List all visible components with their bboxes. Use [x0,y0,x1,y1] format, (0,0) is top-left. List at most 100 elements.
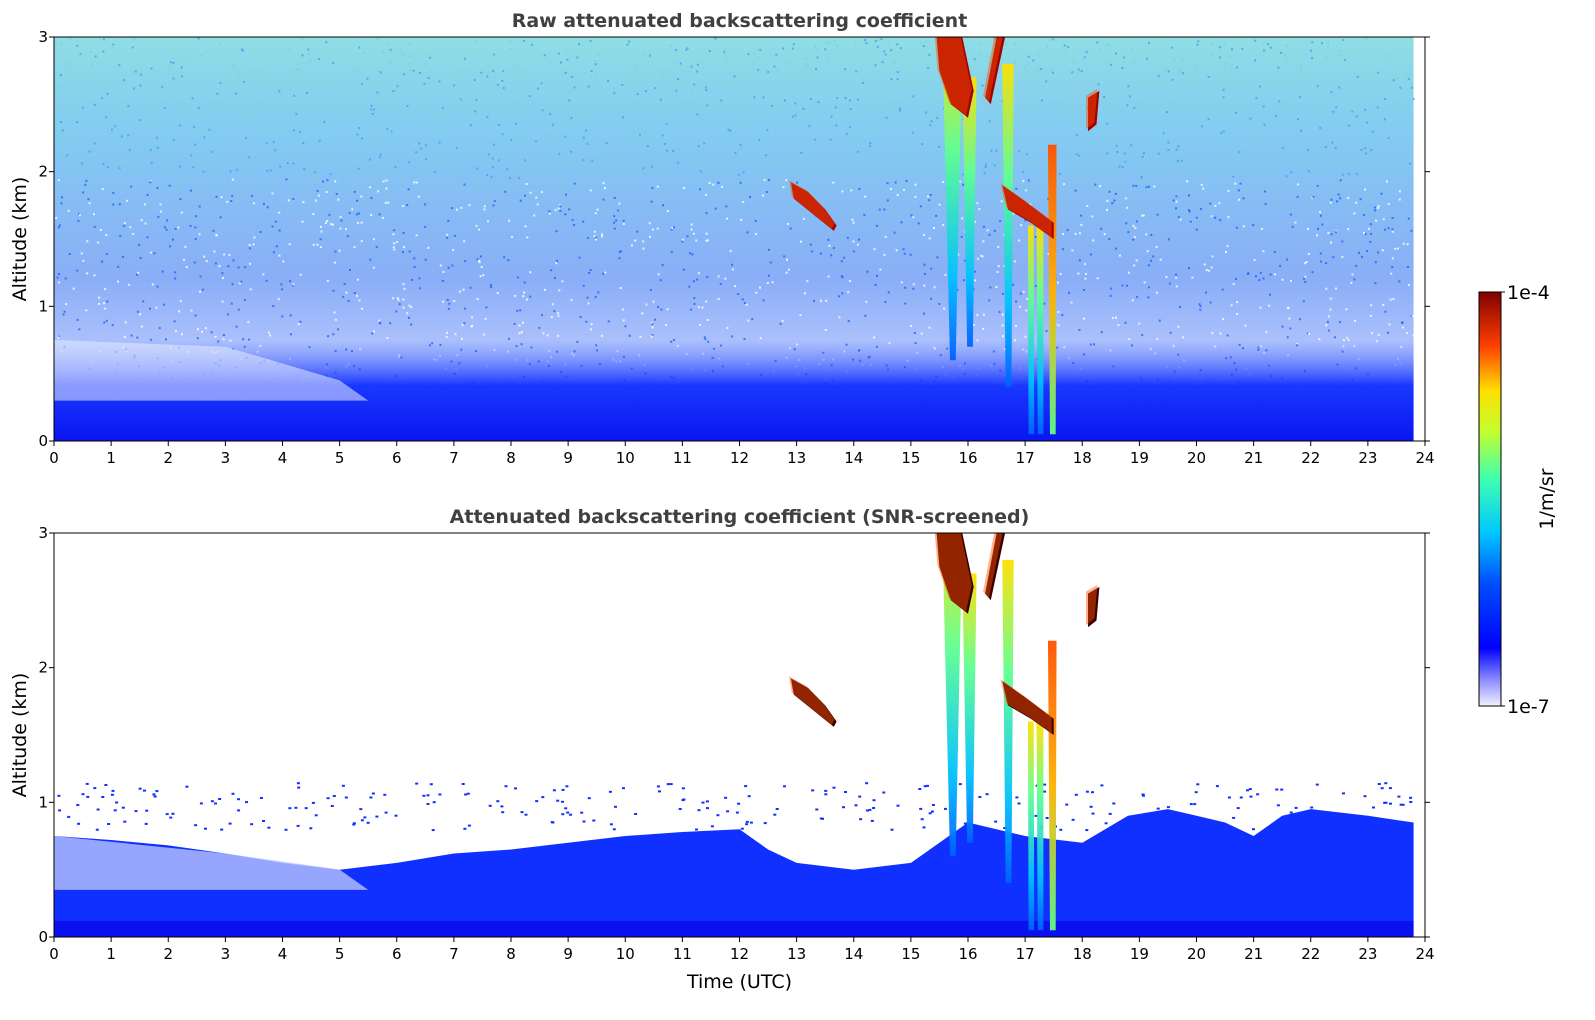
panel-screened-cloud [790,678,837,727]
panel-raw-x-tick-label: 17 [1016,449,1035,467]
panel-raw-x-tick-label: 22 [1301,449,1320,467]
panel-raw-x-tick-label: 18 [1073,449,1092,467]
panel-screened-fall-streak [962,573,977,843]
panel-raw-fall-streak [1027,225,1035,435]
panel-screened-y-tick-label: 0 [38,928,48,946]
panel-screened-y-tick-label: 2 [38,659,48,677]
panel-screened-x-ticks: 0 1 2 3 4 5 6 7 8 9 10 11 12 13 14 15 16 17 18 19 20 21 22 23 24 [49,937,1435,963]
panel-screened-y-ticks: 0 1 2 3 [38,524,1430,946]
panel-screened-x-tick-label: 19 [1130,945,1149,963]
colorbar-min-label: 1e-7 [1507,696,1550,718]
panel-screened-cloud [1088,586,1100,628]
panel-screened-fall-streak [1047,640,1057,931]
panel-raw-cloud [1002,185,1054,239]
colorbar-scale [1478,291,1502,707]
panel-raw-x-tick-label: 13 [787,449,806,467]
panel-screened-x-tick-label: 8 [506,945,516,963]
colorbar-max-label: 1e-4 [1507,282,1550,304]
panel-screened-x-tick-label: 13 [787,945,806,963]
panel-raw-heatmap [54,37,1415,441]
panel-raw-x-tick-label: 16 [958,449,977,467]
panel-raw-fall-streak [1047,144,1057,435]
panel-screened-cloud [936,533,974,614]
panel-screened-x-tick-label: 18 [1073,945,1092,963]
panel-screened-x-tick-label: 12 [730,945,749,963]
panel-screened-title: Attenuated backscattering coefficient (S… [450,506,1030,528]
panel-screened-x-tick-label: 10 [616,945,635,963]
panel-raw-cloud [790,182,837,231]
panel-screened-x-tick-label: 20 [1187,945,1206,963]
panel-raw-x-tick-label: 2 [163,449,173,467]
panel-screened-x-tick-label: 15 [901,945,920,963]
panel-raw-x-ticks: 0 1 2 3 4 5 6 7 8 9 10 11 12 13 14 15 16 17 18 19 20 21 22 23 24 [49,441,1435,467]
panel-raw-noise-speckle [54,37,1415,402]
panel-raw-fall-streak [1036,225,1044,435]
panel-raw-x-tick-label: 3 [221,449,231,467]
panel-raw-x-tick-label: 21 [1244,449,1263,467]
panel-raw-x-tick-label: 4 [278,449,288,467]
panel-screened-x-tick-label: 16 [958,945,977,963]
panel-screened-cloud [985,533,1006,601]
panel-raw-y-tick-label: 2 [38,163,48,181]
panel-screened-fall-streak [1027,721,1035,931]
panel-screened-x-tick-label: 11 [673,945,692,963]
panel-screened-x-tick-label: 4 [278,945,288,963]
panel-screened-x-tick-label: 0 [49,945,59,963]
panel-raw-fall-streak [962,77,977,347]
panel-screened-cloud [1002,681,1054,735]
panel-screened: Attenuated backscattering coefficient (S… [9,506,1435,993]
panel-screened-x-tick-label: 9 [563,945,573,963]
panel-raw-ylabel: Altitude (km) [9,177,31,302]
panel-screened-x-tick-label: 14 [844,945,863,963]
panel-raw-x-tick-label: 12 [730,449,749,467]
panel-screened-heatmap [54,533,1425,937]
panel-screened-x-tick-label: 1 [106,945,116,963]
panel-raw-x-tick-label: 6 [392,449,402,467]
panel-raw-x-tick-label: 8 [506,449,516,467]
panel-raw-fall-streak [942,37,963,361]
panel-screened-x-tick-label: 17 [1016,945,1035,963]
panel-raw-features [788,37,1100,435]
panel-screened-x-tick-label: 22 [1301,945,1320,963]
panel-screened-fall-streak [1002,559,1014,884]
colorbar-unit-label: 1/m/sr [1536,468,1558,529]
panel-raw-cloud [985,37,1006,105]
panel-screened-x-tick-label: 24 [1415,945,1434,963]
panel-raw-x-tick-label: 5 [335,449,345,467]
panel-screened-ylabel: Altitude (km) [9,673,31,798]
panel-raw-cloud [1088,90,1100,132]
panel-raw-x-tick-label: 1 [106,449,116,467]
panel-screened-x-tick-label: 6 [392,945,402,963]
panel-raw-y-tick-label: 3 [38,28,48,46]
panel-raw-x-tick-label: 23 [1358,449,1377,467]
panel-screened-x-tick-label: 5 [335,945,345,963]
panel-screened-x-tick-label: 3 [221,945,231,963]
panel-raw: Raw attenuated backscattering coefficien… [9,10,1435,467]
panel-raw-y-ticks: 0 1 2 3 [38,28,1430,450]
panel-raw-title: Raw attenuated backscattering coefficien… [512,10,968,32]
panel-raw-x-tick-label: 15 [901,449,920,467]
panel-screened-fall-streak [1036,721,1044,931]
panel-raw-x-tick-label: 9 [563,449,573,467]
panel-raw-x-tick-label: 7 [449,449,459,467]
panel-raw-x-tick-label: 10 [616,449,635,467]
panel-screened-x-tick-label: 23 [1358,945,1377,963]
panel-raw-x-tick-label: 24 [1415,449,1434,467]
panel-raw-x-tick-label: 0 [49,449,59,467]
colorbar: 1e-4 1e-7 1/m/sr [1478,282,1558,718]
panel-raw-x-tick-label: 20 [1187,449,1206,467]
panel-raw-x-tick-label: 19 [1130,449,1149,467]
x-axis-label: Time (UTC) [686,971,792,993]
panel-screened-x-tick-label: 7 [449,945,459,963]
panel-screened-sparse-speckle [57,782,1413,832]
panel-screened-y-tick-label: 1 [38,793,48,811]
panel-screened-fall-streak [942,533,963,857]
panel-screened-boundary-layer [54,809,1414,937]
panel-screened-x-tick-label: 21 [1244,945,1263,963]
panel-raw-y-tick-label: 0 [38,432,48,450]
panel-raw-x-tick-label: 11 [673,449,692,467]
panel-screened-y-tick-label: 3 [38,524,48,542]
panel-raw-y-tick-label: 1 [38,297,48,315]
panel-screened-features [788,533,1100,931]
